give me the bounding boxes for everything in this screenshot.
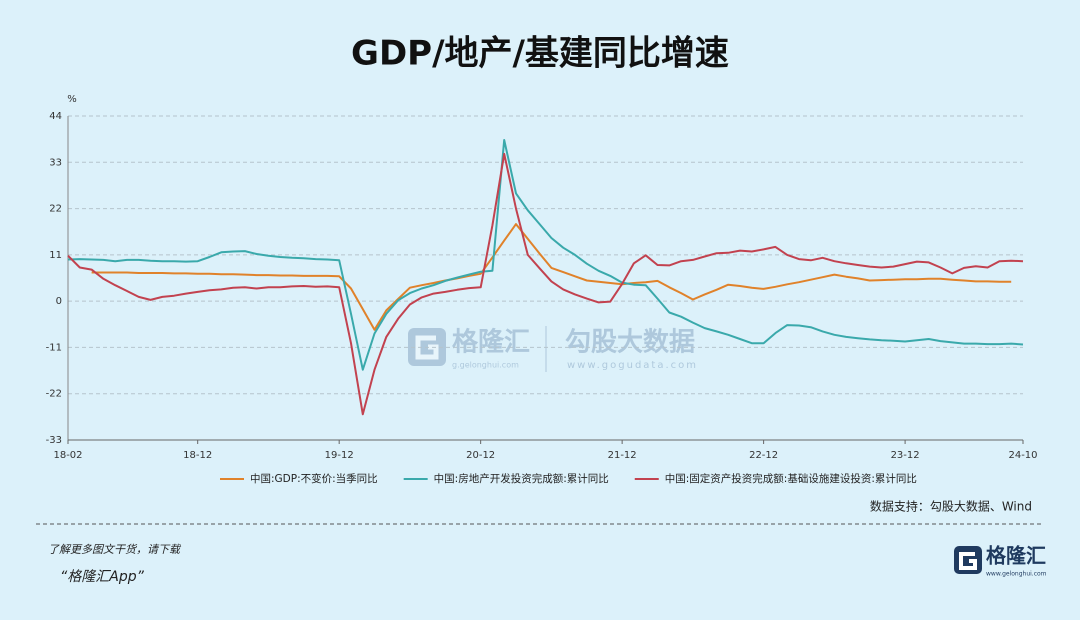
x-tick-label: 20-12 [466,450,495,461]
x-tick-label: 18-12 [183,450,212,461]
logo-text: 格隆汇 [986,544,1046,568]
y-axis-unit: % [67,94,77,105]
y-tick-label: -33 [46,435,62,446]
watermark-brand: 格隆汇 [452,327,530,358]
chart-title: GDP/地产/基建同比增速 [351,34,729,74]
y-tick-label: 0 [56,296,62,307]
x-tick-label: 18-02 [53,450,82,461]
series-line [91,223,1012,331]
x-tick-label: 19-12 [325,450,354,461]
y-tick-label: 33 [49,157,62,168]
x-tick-label: 21-12 [608,450,637,461]
legend-label: 中国:固定资产投资完成额:基础设施建设投资:累计同比 [665,472,917,485]
footer-line2: “格隆汇App” [60,569,145,585]
y-tick-label: 44 [49,111,62,122]
watermark: 格隆汇 g.gelonghui.com 勾股大数据 www.gogudata.c… [408,326,698,372]
source-note: 数据支持：勾股大数据、Wind [870,499,1032,514]
y-tick-label: 11 [49,250,62,261]
x-tick-label: 22-12 [749,450,778,461]
y-tick-label: -22 [46,389,62,400]
footer-line1: 了解更多图文干货，请下载 [48,543,182,556]
x-tick-label: 24-10 [1008,450,1037,461]
legend-label: 中国:GDP:不变价:当季同比 [250,472,378,485]
y-tick-label: 22 [49,204,62,215]
logo-url: www.gelonghui.com [986,571,1047,578]
logo-icon-g [959,552,977,570]
legend-label: 中国:房地产开发投资完成额:累计同比 [434,472,609,485]
y-tick-label: -11 [46,342,62,353]
x-tick-label: 23-12 [891,450,920,461]
watermark-brand-url: g.gelonghui.com [452,361,519,370]
series-line [67,152,1024,416]
watermark-partner: 勾股大数据 [565,328,695,358]
watermark-partner-url: www.gogudata.com [567,360,698,371]
series-line [67,139,1024,371]
